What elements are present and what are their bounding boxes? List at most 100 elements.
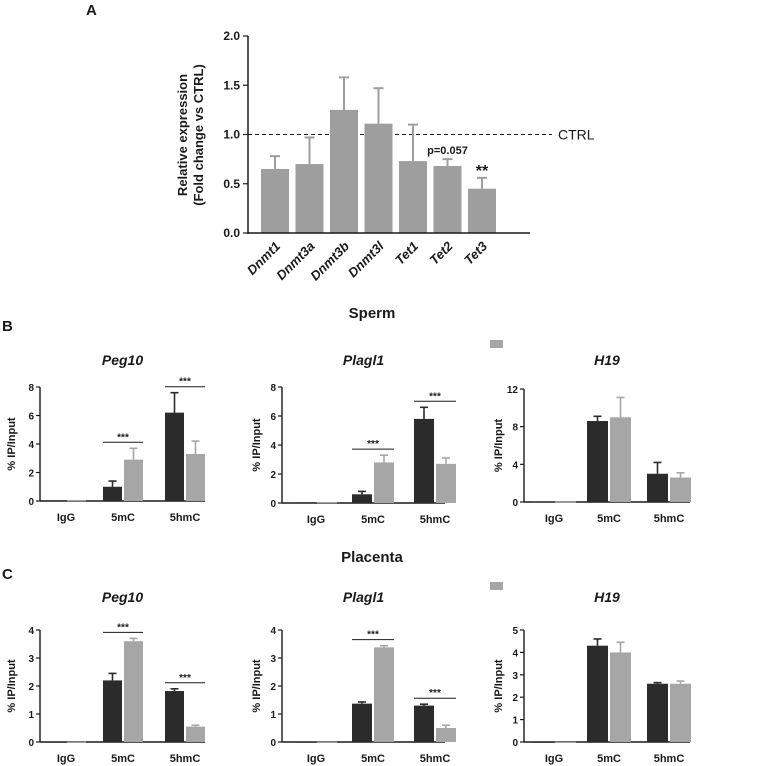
- y-tick-label: 5: [512, 626, 518, 637]
- y-tick-label: 0: [512, 738, 518, 749]
- bar-jwh133-5mc: [124, 641, 143, 742]
- chart-title: Plagl1: [343, 352, 384, 368]
- legend-label-jwh133: JWH133: [490, 582, 525, 584]
- y-tick-label: 0: [512, 498, 518, 509]
- bar-ctrl-5hmc: [414, 418, 434, 503]
- y-tick-label: 4: [512, 460, 518, 471]
- x-tick-label: 5hmC: [170, 512, 201, 524]
- y-axis-label: % IP/Input: [251, 659, 263, 713]
- x-tick-label: 5hmC: [420, 514, 451, 526]
- bar-jwh133-5hmc: [436, 728, 456, 742]
- x-tick-label: 5hmC: [654, 513, 685, 525]
- x-tick-label: 5mC: [597, 753, 621, 765]
- bar-jwh133-5mc: [610, 652, 631, 742]
- x-tick-label: Dnmt3l: [345, 238, 387, 280]
- bar-ctrl-5hmc: [165, 412, 184, 501]
- y-tick-label: 1.5: [223, 78, 240, 92]
- y-tick-label: 1.0: [223, 128, 240, 142]
- x-tick-label: 5mC: [361, 514, 385, 526]
- bar-ctrl-5mc: [352, 703, 372, 742]
- bar-ctrl-igg: [532, 741, 553, 743]
- x-tick-label: IgG: [307, 514, 325, 526]
- y-tick-label: 6: [270, 412, 276, 423]
- y-axis-label: % IP/Input: [6, 659, 18, 713]
- bar-jwh133-igg: [317, 741, 337, 743]
- bar-ctrl-5hmc: [414, 705, 434, 742]
- x-tick-label: Tet3: [461, 238, 491, 268]
- bar-tet2: [433, 166, 462, 233]
- y-axis-label: % IP/Input: [493, 419, 505, 473]
- y-tick-label: 2: [512, 693, 518, 704]
- bar-ctrl-5mc: [352, 494, 372, 503]
- chart-sperm-plagl1: Plagl1 % IP/Input 0 2 4 6 8 IgG 5mC 5hmC *** ***: [251, 352, 456, 526]
- bar-ctrl-5mc: [587, 645, 608, 742]
- y-tick-label: 2: [28, 682, 34, 693]
- bar-tet1: [399, 161, 427, 233]
- x-tick-label: IgG: [57, 512, 75, 524]
- y-tick-label: 2.0: [223, 29, 240, 43]
- bar-jwh133-5hmc: [186, 726, 205, 742]
- significance-label-5hmc: ***: [429, 391, 441, 402]
- significance-label-5mc: ***: [367, 630, 379, 641]
- bar-ctrl-igg: [46, 741, 65, 743]
- bar-jwh133-5mc: [374, 462, 394, 503]
- x-tick-label: 5hmC: [654, 753, 685, 765]
- y-tick-label: 0: [28, 497, 34, 508]
- significance-label-5mc: ***: [117, 622, 129, 633]
- x-tick-label: IgG: [545, 753, 563, 765]
- y-tick-label: 0: [270, 499, 276, 510]
- y-tick-label: 12: [507, 385, 519, 396]
- section-title-sperm: Sperm: [348, 305, 396, 322]
- chart-panel-a: 0.0 0.5 1.0 1.5 2.0 Relative expression(Fold …: [175, 29, 595, 283]
- y-tick-label: 2: [270, 470, 276, 481]
- x-tick-label: 5mC: [111, 753, 135, 765]
- bar-ctrl-5mc: [587, 421, 608, 502]
- bar-ctrl-igg: [295, 502, 315, 504]
- chart-title: Plagl1: [343, 589, 384, 605]
- y-axis-label: Relative expression(Fold change vs CTRL): [175, 64, 206, 206]
- y-axis-label: % IP/Input: [251, 418, 263, 472]
- bar-ctrl-igg: [532, 501, 553, 503]
- x-tick-label: 5mC: [111, 512, 135, 524]
- x-tick-label: 5mC: [597, 513, 621, 525]
- significance-label-5mc: ***: [367, 439, 379, 450]
- legend-swatch-jwh133: [490, 582, 503, 590]
- y-tick-label: 4: [270, 626, 276, 637]
- bar-jwh133-5hmc: [670, 683, 691, 742]
- significance-label-5hmc: ***: [179, 377, 191, 388]
- bar-jwh133-5hmc: [436, 463, 456, 503]
- y-tick-label: 4: [28, 440, 34, 451]
- y-tick-label: 3: [270, 654, 276, 665]
- x-tick-label: 5hmC: [420, 753, 451, 765]
- bar-dnmt3l: [364, 123, 393, 233]
- chart-placenta-h19: H19% IP/Input012345IgG5mC5hmCCTRLJWH133: [490, 582, 691, 765]
- x-tick-label: 5mC: [361, 753, 385, 765]
- bar-jwh133-igg: [555, 741, 576, 743]
- bar-ctrl-igg: [295, 741, 315, 743]
- significance-label-5hmc: ***: [179, 673, 191, 684]
- x-tick-label: IgG: [545, 513, 563, 525]
- bar-ctrl-5hmc: [647, 683, 668, 742]
- legend-label-jwh133: JWH133: [490, 340, 525, 342]
- y-tick-label: 4: [512, 648, 518, 659]
- bar-jwh133-5mc: [610, 417, 631, 502]
- reference-line-label: CTRL: [558, 127, 595, 143]
- bar-ctrl-5mc: [103, 486, 122, 501]
- chart-title: Peg10: [102, 352, 143, 368]
- significance-label-5mc: ***: [117, 432, 129, 443]
- annotation-tet3: **: [476, 163, 489, 180]
- x-tick-label: 5hmC: [170, 753, 201, 765]
- bar-jwh133-5hmc: [186, 453, 205, 501]
- y-axis-label: % IP/Input: [6, 417, 18, 471]
- y-tick-label: 1: [270, 710, 276, 721]
- y-tick-label: 8: [512, 423, 518, 434]
- chart-title: H19: [594, 589, 620, 605]
- y-tick-label: 0.0: [223, 226, 240, 240]
- panel-label-b: B: [2, 318, 13, 335]
- bar-dnmt1: [261, 168, 289, 233]
- y-tick-label: 6: [28, 412, 34, 423]
- y-tick-label: 0: [28, 738, 34, 749]
- bar-tet3: [468, 188, 496, 233]
- bar-dnmt3b: [330, 109, 358, 233]
- bar-jwh133-5mc: [374, 647, 394, 742]
